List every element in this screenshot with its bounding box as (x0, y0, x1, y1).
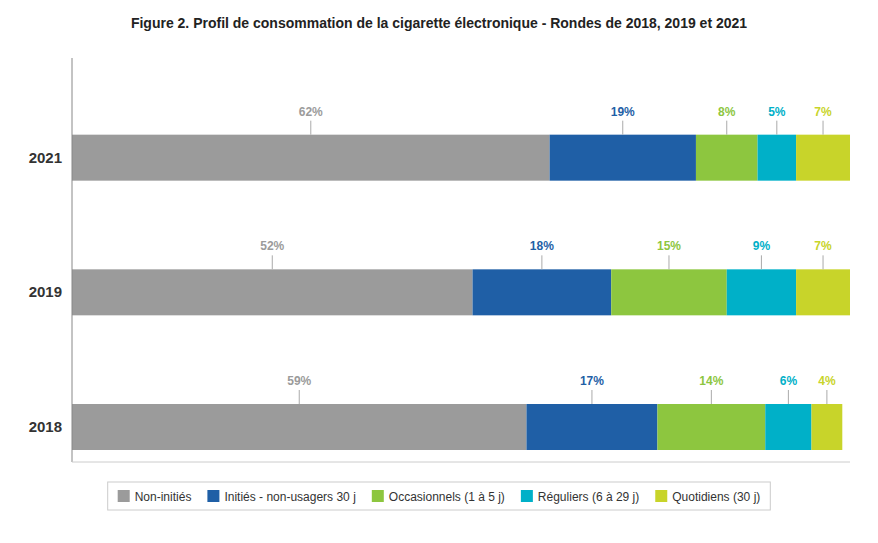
bar (696, 135, 758, 181)
y-tick-label: 2021 (29, 149, 62, 166)
bar (796, 135, 850, 181)
data-label: 19% (611, 105, 635, 119)
connector (622, 121, 623, 135)
legend-swatch (207, 490, 219, 502)
bar (657, 404, 765, 450)
bars (72, 135, 850, 450)
y-axis (72, 58, 73, 462)
data-label: 14% (699, 374, 723, 388)
data-label: 7% (814, 239, 832, 253)
data-label: 6% (780, 374, 798, 388)
bar (473, 269, 612, 315)
data-label: 9% (753, 239, 771, 253)
legend-swatch (521, 490, 533, 502)
bar (727, 269, 796, 315)
legend: Non-initiés Initiés - non-usagers 30 j Occ… (108, 482, 771, 510)
data-label: 18% (530, 239, 554, 253)
bar (550, 135, 696, 181)
connector (761, 255, 762, 269)
bar (526, 404, 657, 450)
bar (611, 269, 727, 315)
legend-label: Non-initiés (135, 490, 192, 504)
data-label: 52% (260, 239, 284, 253)
chart: Figure 2. Profil de consommation de la c… (0, 0, 878, 543)
bar (765, 404, 811, 450)
connector (788, 390, 789, 404)
connector (299, 390, 300, 404)
connector (711, 390, 712, 404)
data-label: 4% (818, 374, 836, 388)
connector (668, 255, 669, 269)
y-tick-label: 2019 (29, 283, 62, 300)
data-label: 7% (814, 105, 832, 119)
legend-swatch (655, 490, 667, 502)
connector (823, 255, 824, 269)
data-label: 8% (718, 105, 736, 119)
connector (272, 255, 273, 269)
connector (826, 390, 827, 404)
legend-label: Occasionnels (1 à 5 j) (389, 490, 505, 504)
connector (541, 255, 542, 269)
legend-swatch (372, 490, 384, 502)
bar (758, 135, 797, 181)
bar (72, 404, 526, 450)
connector (823, 121, 824, 135)
bar (811, 404, 842, 450)
x-axis (72, 462, 850, 463)
bar (796, 269, 850, 315)
legend-frame (108, 482, 771, 510)
bar (72, 269, 473, 315)
title: Figure 2. Profil de consommation de la c… (131, 15, 747, 31)
connector (726, 121, 727, 135)
data-label: 5% (768, 105, 786, 119)
bar (72, 135, 550, 181)
y-tick-label: 2018 (29, 418, 62, 435)
legend-label: Quotidiens (30 j) (672, 490, 760, 504)
legend-swatch (118, 490, 130, 502)
data-label: 17% (580, 374, 604, 388)
legend-label: Réguliers (6 à 29 j) (538, 490, 639, 504)
connector (776, 121, 777, 135)
data-labels: 62% 19% 8% 5% 7% 52% 18% 15% 9% 7% 59% 17% 14% 6% 4% (260, 105, 836, 404)
data-label: 59% (287, 374, 311, 388)
data-label: 62% (299, 105, 323, 119)
data-label: 15% (657, 239, 681, 253)
connector (310, 121, 311, 135)
legend-label: Initiés - non-usagers 30 j (224, 490, 355, 504)
connector (591, 390, 592, 404)
